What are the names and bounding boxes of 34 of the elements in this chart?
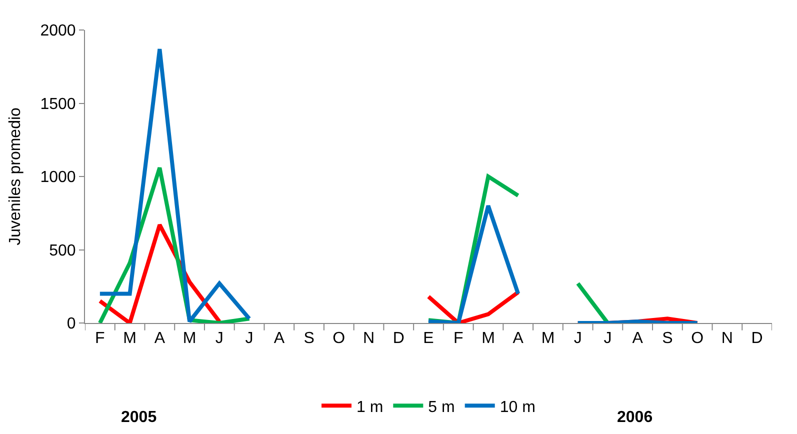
y-tick-label: 1000 xyxy=(40,169,76,186)
x-tick-label: N xyxy=(721,330,733,348)
x-tick-label: M xyxy=(182,330,196,348)
x-tick-label: M xyxy=(541,330,555,348)
legend-label: 1 m xyxy=(356,398,384,416)
x-tick-label: F xyxy=(453,330,464,348)
x-tick-label: J xyxy=(574,330,582,348)
x-tick-label: A xyxy=(512,330,524,348)
x-tick-label: J xyxy=(245,330,254,348)
y-tick-label: 500 xyxy=(49,242,76,260)
x-tick-label: J xyxy=(215,330,224,348)
y-tick-label: 0 xyxy=(66,316,76,333)
y-tick-label: 2000 xyxy=(40,22,76,40)
x-tick-label: M xyxy=(482,330,495,348)
text: 2006 xyxy=(617,409,653,426)
x-tick-label: A xyxy=(154,330,166,348)
legend-label: 10 m xyxy=(500,398,536,416)
x-tick-label: J xyxy=(604,330,612,348)
x-tick-label: M xyxy=(123,330,136,348)
x-tick-label: S xyxy=(662,330,673,348)
x-tick-label: O xyxy=(691,330,704,348)
y-tick-label: 1500 xyxy=(40,96,76,113)
x-tick-label: F xyxy=(95,330,106,348)
x-tick-label: S xyxy=(304,330,314,348)
text: 2005 xyxy=(121,409,157,426)
x-tick-label: O xyxy=(332,330,346,348)
x-tick-label: A xyxy=(632,330,644,348)
x-tick-label: N xyxy=(362,330,375,348)
x-tick-label: D xyxy=(392,330,404,348)
x-tick-label: E xyxy=(423,330,434,348)
x-tick-label: A xyxy=(274,330,285,348)
legend-label: 5 m xyxy=(428,398,455,416)
x-tick-label: D xyxy=(751,330,763,348)
y-axis-title: Juveniles promedio xyxy=(7,107,24,246)
